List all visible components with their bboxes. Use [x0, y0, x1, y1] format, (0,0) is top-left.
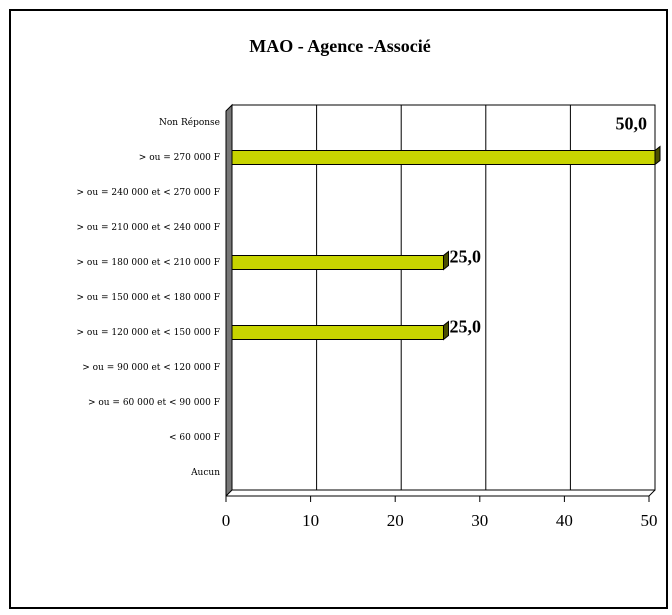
- value-label: 50,0: [616, 114, 648, 134]
- y-tick-label: > ou = 150 000 et < 180 000 F: [77, 293, 221, 303]
- value-label: 25,0: [450, 247, 482, 267]
- wall: [225, 103, 233, 498]
- y-tick-label: > ou = 270 000 F: [139, 153, 220, 163]
- x-tick-label: 10: [302, 511, 319, 530]
- bar: [231, 325, 444, 340]
- frame: [9, 9, 668, 609]
- x-tick-label: 50: [641, 511, 658, 530]
- value-label: 25,0: [450, 317, 482, 337]
- y-tick-label: > ou = 210 000 et < 240 000 F: [77, 223, 221, 233]
- bar: [231, 150, 656, 165]
- bar: [231, 255, 444, 270]
- x-tick-label: 20: [387, 511, 404, 530]
- y-tick-label: > ou = 90 000 et < 120 000 F: [82, 363, 220, 373]
- chart-title: MAO - Agence -Associé: [249, 36, 430, 56]
- y-tick-label: Aucun: [190, 468, 220, 478]
- y-tick-label: > ou = 240 000 et < 270 000 F: [77, 188, 221, 198]
- floor-edge: [648, 489, 656, 497]
- y-tick-label: Non Réponse: [159, 117, 220, 128]
- x-tick-label: 30: [471, 511, 488, 530]
- x-tick-label: 40: [556, 511, 573, 530]
- y-tick-label: < 60 000 F: [169, 433, 220, 443]
- y-tick-label: > ou = 120 000 et < 150 000 F: [77, 328, 221, 338]
- y-tick-label: > ou = 60 000 et < 90 000 F: [88, 398, 220, 408]
- y-tick-label: > ou = 180 000 et < 210 000 F: [77, 258, 221, 268]
- x-tick-label: 0: [222, 511, 231, 530]
- plot-area: [231, 104, 656, 491]
